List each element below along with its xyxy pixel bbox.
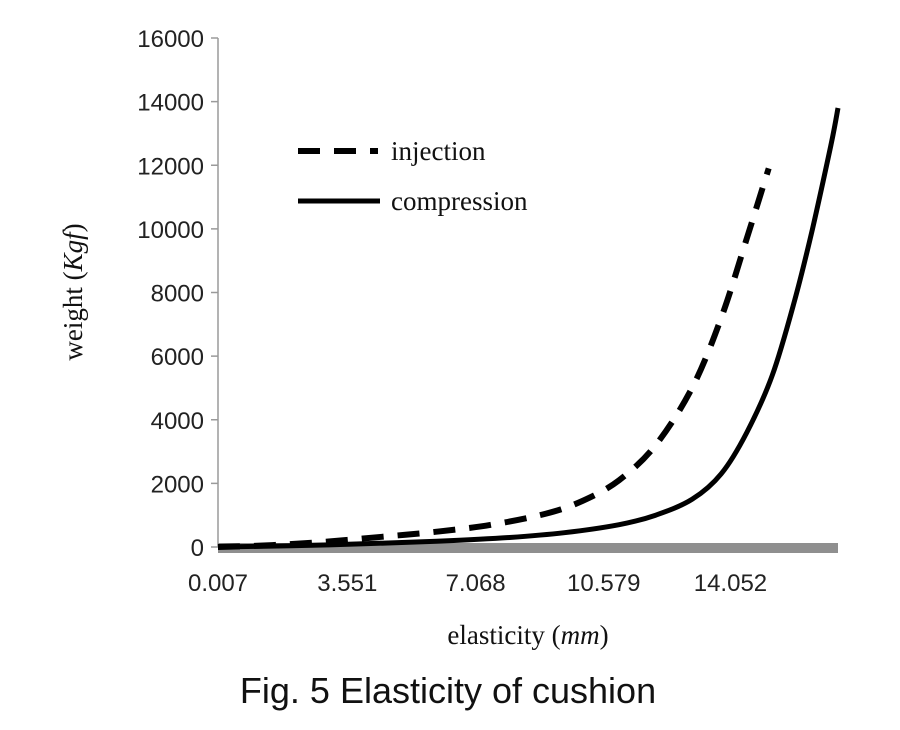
x-axis-label-unit: mm [561,620,600,650]
figure-caption: Fig. 5 Elasticity of cushion [240,670,656,711]
y-axis-label-close: ) [58,223,88,232]
x-axis-label-open: ( [545,620,561,650]
x-axis-label-close: ) [600,620,609,650]
y-axis-label: weight (Kgf) [58,223,88,360]
y-tick-label: 2000 [151,471,204,498]
x-axis-label: elasticity (mm) [447,620,608,650]
x-tick-label: 3.551 [317,570,377,597]
x-tick-label: 7.068 [446,570,506,597]
figure-caption-text: Elasticity of cushion [340,670,656,711]
series-lines [217,107,841,550]
y-tick-label: 6000 [151,344,204,371]
legend: injection compression [298,136,528,216]
y-axis-label-main: weight [58,287,88,361]
legend-compression-label: compression [391,186,528,216]
x-tick-label: 10.579 [567,570,640,597]
x-ticks: 0.007 3.551 7.068 10.579 14.052 [188,570,767,597]
figure-caption-prefix: Fig. 5 [240,670,330,711]
legend-injection-label: injection [391,136,486,166]
series-line-compression [217,107,841,550]
series-line-injection [217,167,772,550]
x-tick-label: 0.007 [188,570,248,597]
y-tick-label: 10000 [137,217,204,244]
y-ticks: 0 2000 4000 6000 8000 10000 12000 14000 16000 [137,26,218,562]
y-tick-label: 16000 [137,26,204,53]
y-tick-label: 12000 [137,153,204,180]
y-tick-label: 14000 [137,90,204,117]
y-tick-label: 4000 [151,408,204,435]
figure-caption-space [330,670,340,711]
y-tick-label: 0 [191,535,204,562]
y-axis-label-open: ( [58,271,88,287]
x-tick-label: 14.052 [694,570,767,597]
x-axis-baseline [218,543,838,553]
x-axis-label-main: elasticity [447,620,545,650]
y-tick-label: 8000 [151,281,204,308]
y-axis-label-unit: Kgf [58,229,88,273]
